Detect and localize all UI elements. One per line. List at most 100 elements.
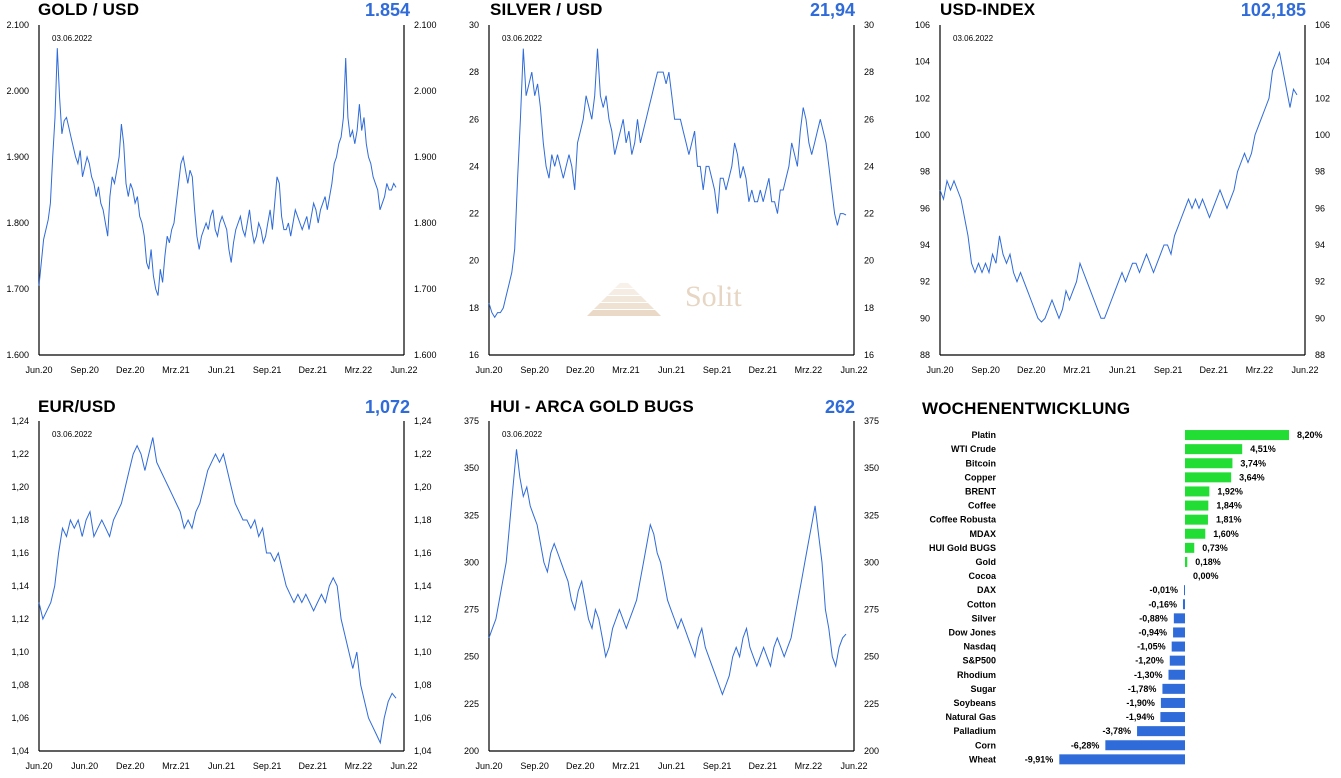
y-tick-label-left: 94 xyxy=(920,240,930,250)
y-tick-label-right: 98 xyxy=(1315,167,1325,177)
y-tick-label-right: 28 xyxy=(864,67,874,77)
y-tick-label-left: 275 xyxy=(464,605,479,615)
y-tick-label-left: 104 xyxy=(915,57,930,67)
silver-chart: 16 16 18 18 20 20 22 22 24 24 26 26 28 28 30 30 Jun.20 Se… xyxy=(469,20,874,375)
bar-value-label: 0,00% xyxy=(1193,571,1219,581)
weekly-panel: WOCHENENTWICKLUNG xyxy=(922,399,1322,421)
y-tick-label-left: 1.900 xyxy=(6,152,29,162)
bar-value-label: 1,81% xyxy=(1216,515,1242,525)
eurusd-chart: 1,04 1,04 1,06 1,06 1,08 1,08 1,10 1,10 1,12 1,12… xyxy=(11,416,432,771)
y-tick-label-right: 102 xyxy=(1315,93,1330,103)
x-tick-label: Jun.22 xyxy=(390,365,417,375)
y-tick-label-left: 1,20 xyxy=(11,482,29,492)
x-tick-label: Jun.21 xyxy=(208,761,235,771)
y-tick-label-left: 1.700 xyxy=(6,284,29,294)
y-tick-label-right: 30 xyxy=(864,20,874,30)
y-tick-label-left: 26 xyxy=(469,114,479,124)
y-tick-label-right: 1,06 xyxy=(414,713,432,723)
x-tick-label: Jun.22 xyxy=(390,761,417,771)
weekly-bar-chart: Platin 8,20% WTI Crude 4,51% Bitcoin 3,74% Cop… xyxy=(929,430,1323,765)
x-tick-label: Mrz.22 xyxy=(795,761,823,771)
bar xyxy=(1162,683,1185,694)
usd-index-panel: USD-INDEX 102,185 xyxy=(940,0,1306,22)
category-label: Coffee xyxy=(968,501,996,511)
category-label: Bitcoin xyxy=(966,458,997,468)
y-tick-label-right: 96 xyxy=(1315,203,1325,213)
y-tick-label-left: 1,08 xyxy=(11,680,29,690)
eurusd-title: EUR/USD xyxy=(38,397,116,416)
usd-index-chart: 88 88 90 90 92 92 94 94 96 96 98 98 100 100 102 102 104 1… xyxy=(915,20,1330,375)
y-tick-label-left: 90 xyxy=(920,313,930,323)
y-tick-label-left: 18 xyxy=(469,303,479,313)
category-label: Soybeans xyxy=(953,698,996,708)
y-tick-label-left: 300 xyxy=(464,557,479,567)
bar-value-label: -0,01% xyxy=(1149,585,1178,595)
y-tick-label-right: 1,14 xyxy=(414,581,432,591)
category-label: HUI Gold BUGS xyxy=(929,543,996,553)
y-tick-label-left: 1,10 xyxy=(11,647,29,657)
category-label: Corn xyxy=(975,740,996,750)
bar xyxy=(1185,430,1289,441)
category-label: Nasdaq xyxy=(963,642,996,652)
category-label: Copper xyxy=(965,472,997,482)
y-tick-label-right: 1.700 xyxy=(414,284,437,294)
bar-value-label: -0,16% xyxy=(1148,599,1177,609)
y-tick-label-left: 100 xyxy=(915,130,930,140)
x-tick-label: Sep.21 xyxy=(1154,365,1183,375)
hui-current-value: 262 xyxy=(824,397,855,417)
y-tick-label-right: 300 xyxy=(864,557,879,567)
bar-value-label: 0,73% xyxy=(1202,543,1228,553)
bar xyxy=(1169,655,1185,666)
bar xyxy=(1185,472,1232,483)
date-label: 03.06.2022 xyxy=(502,430,543,439)
x-tick-label: Jun.21 xyxy=(658,365,685,375)
x-tick-label: Sep.20 xyxy=(520,365,549,375)
category-label: Platin xyxy=(971,430,996,440)
y-tick-label-right: 1,16 xyxy=(414,548,432,558)
x-tick-label: Jun.22 xyxy=(1291,365,1318,375)
x-tick-label: Dez.21 xyxy=(748,365,777,375)
bar xyxy=(1059,754,1185,765)
y-tick-label-right: 90 xyxy=(1315,313,1325,323)
y-tick-label-left: 1.800 xyxy=(6,218,29,228)
x-tick-label: Sep.21 xyxy=(703,365,732,375)
y-tick-label-right: 2.000 xyxy=(414,86,437,96)
category-label: Palladium xyxy=(953,726,996,736)
bar-value-label: 8,20% xyxy=(1297,430,1323,440)
y-tick-label-left: 1,04 xyxy=(11,746,29,756)
bar xyxy=(1171,641,1185,652)
price-series-line xyxy=(488,48,847,319)
y-tick-label-left: 24 xyxy=(469,161,479,171)
y-tick-label-right: 92 xyxy=(1315,277,1325,287)
solit-watermark: Solit xyxy=(585,280,765,320)
usd-index-current-value: 102,185 xyxy=(1240,0,1306,20)
y-tick-label-left: 92 xyxy=(920,277,930,287)
y-tick-label-left: 30 xyxy=(469,20,479,30)
silver-current-value: 21,94 xyxy=(809,0,855,20)
x-tick-label: Jun.20 xyxy=(25,761,52,771)
bar xyxy=(1185,458,1233,469)
x-tick-label: Jun.22 xyxy=(840,761,867,771)
y-tick-label-left: 350 xyxy=(464,463,479,473)
y-tick-label-right: 1,22 xyxy=(414,449,432,459)
y-tick-label-right: 16 xyxy=(864,350,874,360)
y-tick-label-right: 1,12 xyxy=(414,614,432,624)
x-tick-label: Jun.21 xyxy=(208,365,235,375)
x-tick-label: Jun.20 xyxy=(475,365,502,375)
bar-value-label: 3,74% xyxy=(1240,458,1266,468)
x-tick-label: Mrz.22 xyxy=(1246,365,1274,375)
bar-value-label: -1,94% xyxy=(1126,712,1155,722)
y-tick-label-left: 1,14 xyxy=(11,581,29,591)
bar xyxy=(1160,697,1185,708)
eurusd-panel: EUR/USD 1,072 xyxy=(38,397,410,419)
x-tick-label: Jun.20 xyxy=(926,365,953,375)
y-tick-label-right: 325 xyxy=(864,510,879,520)
x-tick-label: Mrz.21 xyxy=(162,761,190,771)
y-tick-label-left: 250 xyxy=(464,652,479,662)
y-tick-label-left: 98 xyxy=(920,167,930,177)
y-tick-label-right: 1.600 xyxy=(414,350,437,360)
silver-panel: SILVER / USD 21,94 xyxy=(490,0,855,22)
y-tick-label-right: 1.900 xyxy=(414,152,437,162)
y-tick-label-left: 1,24 xyxy=(11,416,29,426)
bar-value-label: 1,92% xyxy=(1217,486,1243,496)
